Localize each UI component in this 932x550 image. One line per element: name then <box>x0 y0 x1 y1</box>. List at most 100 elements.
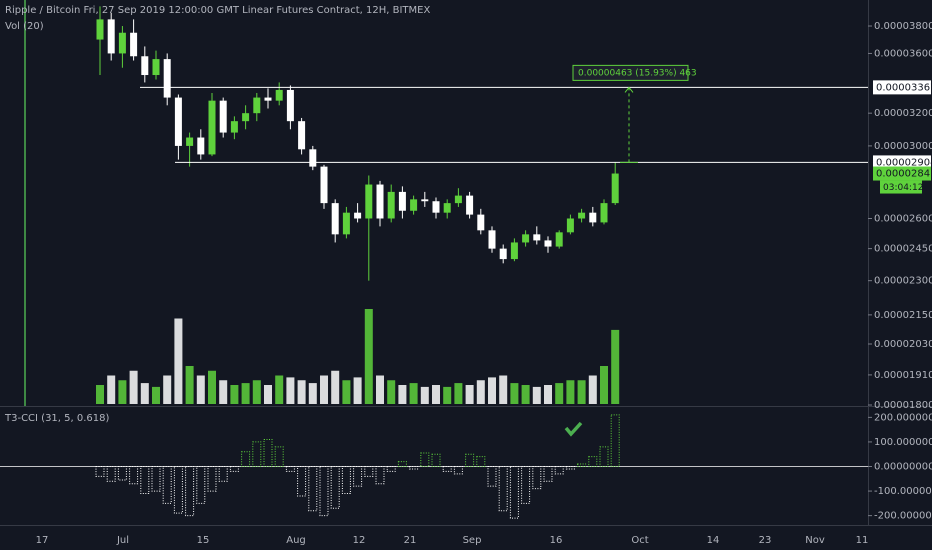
cci-bar <box>95 466 105 477</box>
volume-bar <box>196 375 205 404</box>
volume-bar <box>331 370 340 404</box>
volume-bar <box>577 380 586 404</box>
candle-body <box>286 89 294 122</box>
candle-body <box>230 121 238 133</box>
cci-bar <box>353 466 363 487</box>
volume-bar <box>600 366 608 404</box>
cci-bar <box>386 466 396 472</box>
cci-bar <box>297 466 307 497</box>
candle-body <box>152 59 160 76</box>
y-tick-label: -100.00000000 <box>874 486 932 497</box>
volume-bar <box>308 383 317 404</box>
x-tick-label: 14 <box>707 535 720 546</box>
candle-body <box>454 195 462 204</box>
volume-bar <box>409 383 418 404</box>
candle-body <box>589 212 597 223</box>
y-tick-label: 0.00001910 <box>874 370 932 381</box>
volume-bar <box>544 385 552 404</box>
candle-body <box>342 212 350 235</box>
volume-bar <box>376 375 384 404</box>
last-price-box <box>873 166 931 181</box>
volume-bar <box>555 383 564 404</box>
candle-body <box>477 214 485 231</box>
candle-body <box>331 203 339 235</box>
y-tick-label: 0.00002030 <box>874 339 932 350</box>
x-tick-label: Oct <box>631 535 648 546</box>
candle-body <box>410 199 418 211</box>
candle-body <box>130 32 138 57</box>
y-tick-label: 0.00003200 <box>874 108 932 119</box>
candle-body <box>365 184 373 219</box>
candle-body <box>242 113 250 122</box>
candle-body <box>219 100 227 133</box>
x-tick-label: Sep <box>463 535 482 546</box>
cci-bar <box>442 466 452 472</box>
candle-body <box>555 232 563 247</box>
countdown: 03:04:12 <box>883 183 923 193</box>
price-label-box <box>873 80 931 95</box>
y-tick-label: 0.00002150 <box>874 310 932 321</box>
cci-bar <box>397 461 407 467</box>
candle-body <box>398 191 406 211</box>
volume-bar <box>454 383 463 404</box>
volume-bar <box>521 385 530 404</box>
volume-bar <box>107 375 116 404</box>
cci-bar <box>207 466 217 492</box>
volume-bar <box>230 385 239 404</box>
candle-body <box>488 230 496 249</box>
candle-body <box>253 97 261 114</box>
volume-bar <box>297 380 306 404</box>
candle-body <box>499 248 507 260</box>
candle-body <box>354 212 362 219</box>
candle-body <box>174 97 182 146</box>
cci-bar <box>151 466 161 492</box>
price-label-box <box>873 155 931 170</box>
y-tick-label: 0.00002450 <box>874 244 932 255</box>
x-tick-label: 11 <box>856 535 869 546</box>
measure-box <box>572 64 689 81</box>
cci-bar <box>588 456 598 468</box>
candle-body <box>275 89 283 101</box>
cci-bar <box>498 466 508 512</box>
volume-bar <box>499 375 508 404</box>
volume-bar <box>286 377 295 404</box>
cci-bar <box>106 466 116 482</box>
candle-body <box>421 199 429 202</box>
candle-body <box>566 218 574 233</box>
volume-bar <box>488 377 496 404</box>
x-tick-label: 23 <box>759 535 772 546</box>
y-tick-label: -200.00000000 <box>874 511 932 522</box>
cci-bar <box>599 446 609 468</box>
cci-bar <box>476 456 486 468</box>
cci-bar <box>274 446 284 468</box>
candle-body <box>522 234 530 243</box>
cci-bar <box>420 452 430 468</box>
measure-label: 0.00000463 (15.93%) 463 <box>578 68 697 78</box>
volume-bar <box>342 380 351 404</box>
volume-bar <box>185 366 194 404</box>
volume-bar <box>174 318 183 404</box>
candle-body <box>376 184 384 219</box>
cci-bar <box>241 451 251 467</box>
check-icon <box>564 421 583 437</box>
volume-bar <box>163 375 172 404</box>
candle-body <box>197 137 205 155</box>
x-tick-label: 15 <box>197 535 210 546</box>
x-tick-label: 12 <box>353 535 366 546</box>
cci-bar <box>185 466 195 517</box>
candle-body <box>264 97 272 101</box>
x-tick-label: 16 <box>550 535 563 546</box>
y-tick-label: 200.00000000 <box>874 412 932 423</box>
cci-bar <box>252 441 262 468</box>
volume-bar <box>387 380 396 404</box>
cci-bar <box>218 466 228 482</box>
volume-bar <box>566 380 575 404</box>
candle-body <box>611 173 619 204</box>
cci-bar <box>364 466 374 477</box>
candle-body <box>466 195 474 215</box>
cci-bar <box>543 466 553 482</box>
x-tick-label: Aug <box>286 535 306 546</box>
volume-bar <box>432 385 440 404</box>
price-label: 0.00003367 <box>876 82 932 93</box>
